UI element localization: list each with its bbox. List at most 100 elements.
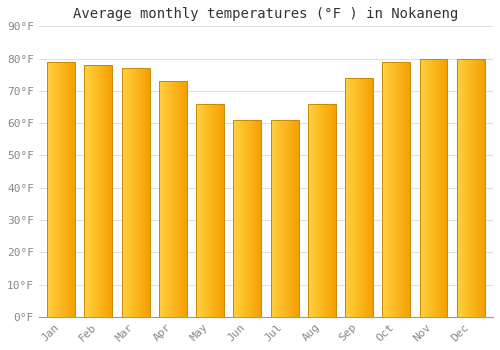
Bar — [203, 104, 204, 317]
Bar — [466, 58, 467, 317]
Title: Average monthly temperatures (°F ) in Nokaneng: Average monthly temperatures (°F ) in No… — [74, 7, 458, 21]
Bar — [370, 78, 371, 317]
Bar — [62, 62, 63, 317]
Bar — [56, 62, 57, 317]
Bar — [464, 58, 465, 317]
Bar — [90, 65, 92, 317]
Bar — [211, 104, 212, 317]
Bar — [92, 65, 93, 317]
Bar — [281, 120, 282, 317]
Bar — [392, 62, 393, 317]
Bar — [251, 120, 252, 317]
Bar — [272, 120, 274, 317]
Bar — [335, 104, 336, 317]
Bar — [84, 65, 112, 317]
Bar — [47, 62, 48, 317]
Bar — [127, 68, 128, 317]
Bar — [243, 120, 244, 317]
Bar — [68, 62, 69, 317]
Bar — [159, 81, 187, 317]
Bar — [132, 68, 133, 317]
Bar — [146, 68, 147, 317]
Bar — [424, 58, 425, 317]
Bar — [234, 120, 262, 317]
Bar — [208, 104, 210, 317]
Bar — [162, 81, 163, 317]
Bar — [427, 58, 428, 317]
Bar — [399, 62, 400, 317]
Bar — [109, 65, 110, 317]
Bar — [126, 68, 127, 317]
Bar — [385, 62, 386, 317]
Bar — [205, 104, 206, 317]
Bar — [286, 120, 288, 317]
Bar — [459, 58, 460, 317]
Bar — [52, 62, 53, 317]
Bar — [57, 62, 58, 317]
Bar — [198, 104, 199, 317]
Bar — [396, 62, 397, 317]
Bar — [149, 68, 150, 317]
Bar — [309, 104, 310, 317]
Bar — [166, 81, 168, 317]
Bar — [253, 120, 254, 317]
Bar — [246, 120, 248, 317]
Bar — [312, 104, 314, 317]
Bar — [348, 78, 349, 317]
Bar — [477, 58, 478, 317]
Bar — [434, 58, 435, 317]
Bar — [332, 104, 333, 317]
Bar — [93, 65, 94, 317]
Bar — [96, 65, 97, 317]
Bar — [239, 120, 240, 317]
Bar — [63, 62, 64, 317]
Bar — [148, 68, 149, 317]
Bar — [280, 120, 281, 317]
Bar — [439, 58, 440, 317]
Bar — [400, 62, 401, 317]
Bar — [219, 104, 220, 317]
Bar — [349, 78, 350, 317]
Bar — [420, 58, 421, 317]
Bar — [390, 62, 392, 317]
Bar — [284, 120, 285, 317]
Bar — [64, 62, 66, 317]
Bar — [161, 81, 162, 317]
Bar — [290, 120, 291, 317]
Bar — [478, 58, 479, 317]
Bar — [474, 58, 475, 317]
Bar — [315, 104, 316, 317]
Bar — [270, 120, 272, 317]
Bar — [310, 104, 312, 317]
Bar — [395, 62, 396, 317]
Bar — [256, 120, 257, 317]
Bar — [472, 58, 473, 317]
Bar — [386, 62, 387, 317]
Bar — [215, 104, 216, 317]
Bar — [285, 120, 286, 317]
Bar — [180, 81, 181, 317]
Bar — [160, 81, 161, 317]
Bar — [360, 78, 361, 317]
Bar — [181, 81, 182, 317]
Bar — [382, 62, 410, 317]
Bar — [352, 78, 354, 317]
Bar — [345, 78, 373, 317]
Bar — [293, 120, 294, 317]
Bar — [220, 104, 222, 317]
Bar — [97, 65, 98, 317]
Bar — [222, 104, 224, 317]
Bar — [308, 104, 336, 317]
Bar — [237, 120, 238, 317]
Bar — [179, 81, 180, 317]
Bar — [331, 104, 332, 317]
Bar — [133, 68, 134, 317]
Bar — [433, 58, 434, 317]
Bar — [102, 65, 104, 317]
Bar — [409, 62, 410, 317]
Bar — [438, 58, 439, 317]
Bar — [362, 78, 363, 317]
Bar — [479, 58, 480, 317]
Bar — [318, 104, 319, 317]
Bar — [333, 104, 334, 317]
